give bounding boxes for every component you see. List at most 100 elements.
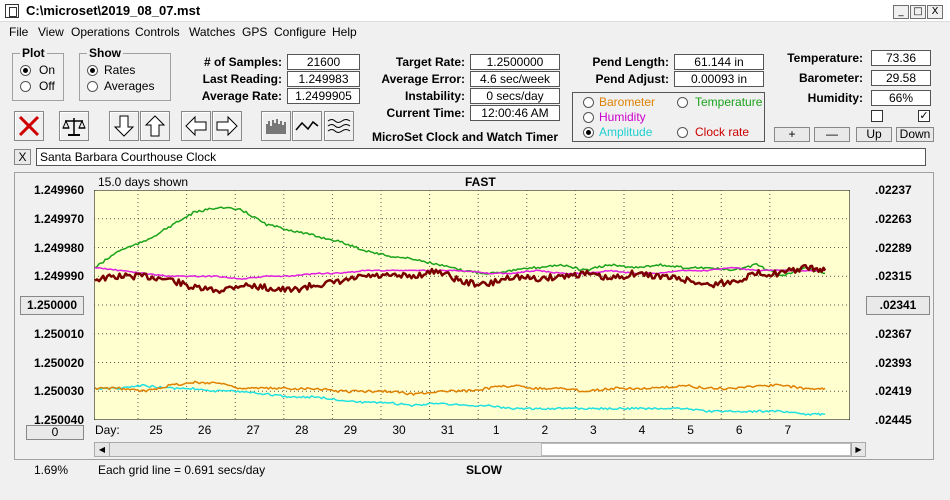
temperature-label: Temperature <box>695 95 763 109</box>
day-tick-label: 1 <box>492 423 500 437</box>
app-icon <box>5 4 19 18</box>
up-button[interactable]: Up <box>856 127 892 142</box>
up-arrow-button[interactable] <box>140 111 170 141</box>
temperature-reading-label: Temperature: <box>787 51 863 65</box>
days-shown: 15.0 days shown <box>98 175 189 189</box>
arrow-up-icon <box>144 115 166 137</box>
center-rate-button[interactable]: 1.250000 <box>20 296 84 315</box>
right-tick-label: .02419 <box>875 384 912 399</box>
rate-series-line <box>94 263 827 295</box>
plot-group-title: Plot <box>20 46 47 60</box>
waves-icon <box>327 119 351 133</box>
plot-on-label: On <box>39 63 56 77</box>
right-arrow-button[interactable] <box>212 111 242 141</box>
show-averages-label: Averages <box>104 79 155 93</box>
left-tick-label: 1.249990 <box>33 269 84 284</box>
plus-button[interactable]: + <box>774 127 810 142</box>
fast-label: FAST <box>465 175 496 189</box>
horizontal-scrollbar[interactable]: ◀ ▶ <box>94 442 866 457</box>
menu-view[interactable]: View <box>38 25 64 39</box>
current-time-value: 12:00:46 AM <box>470 105 560 121</box>
average-rate-value: 1.2499905 <box>287 88 360 104</box>
down-arrow-button[interactable] <box>109 111 139 141</box>
minimize-button[interactable]: _ <box>893 5 909 19</box>
temperature-radio[interactable] <box>677 97 688 108</box>
environment-checkbox-2[interactable]: ✓ <box>918 109 930 122</box>
scroll-thumb[interactable] <box>541 443 851 456</box>
target-rate-value: 1.2500000 <box>470 54 560 70</box>
day-tick-label: 4 <box>638 423 646 437</box>
barometer-radio[interactable] <box>583 97 594 108</box>
menu-file[interactable]: File <box>9 25 29 39</box>
left-tick-label: 1.250030 <box>33 384 84 399</box>
right-tick-label: .02367 <box>875 326 912 341</box>
line-graph-icon <box>295 120 319 131</box>
balance-button[interactable] <box>59 111 89 141</box>
bars-view-button[interactable] <box>261 111 291 141</box>
clock-close-button[interactable]: X <box>14 149 31 165</box>
amplitude-series-line <box>94 384 826 416</box>
menu-configure[interactable]: Configure <box>274 25 327 39</box>
menu-gps[interactable]: GPS <box>242 25 268 39</box>
average-rate-label: Average Rate: <box>201 89 282 103</box>
amplitude-radio[interactable] <box>583 127 594 138</box>
average-error-label: Average Error: <box>381 72 465 86</box>
plot-off-label: Off <box>39 79 55 93</box>
line-view-button[interactable] <box>292 111 322 141</box>
left-tick-label: 1.250040 <box>33 413 84 427</box>
title-bar: C:\microset\2019_08_07.mst _ □ X <box>0 0 950 22</box>
minus-button[interactable]: — <box>814 127 850 142</box>
clock-name-input[interactable] <box>36 148 926 166</box>
stop-button[interactable] <box>14 111 44 141</box>
bar-graph-icon <box>266 119 286 134</box>
pend-adjust-value: 0.00093 in <box>674 71 764 87</box>
instability-value: 0 secs/day <box>470 88 560 104</box>
menu-operations[interactable]: Operations <box>71 25 130 39</box>
samples-label: # of Samples: <box>203 55 282 69</box>
arrow-down-icon <box>113 115 135 137</box>
target-rate-label: Target Rate: <box>395 55 465 69</box>
right-scale-button[interactable]: .02341 <box>866 296 930 315</box>
pend-length-label: Pend Length: <box>592 55 669 69</box>
left-tick-label: 1.249980 <box>33 240 84 255</box>
close-button[interactable]: X <box>927 5 943 19</box>
day-tick-label: 27 <box>246 423 260 437</box>
show-averages-radio[interactable] <box>87 81 98 92</box>
average-error-value: 4.6 sec/week <box>470 71 560 87</box>
show-rates-label: Rates <box>104 63 136 77</box>
instability-label: Instability: <box>404 89 465 103</box>
right-tick-label: .02237 <box>875 183 912 197</box>
barometer-reading-label: Barometer: <box>798 71 863 85</box>
day-tick-label: 29 <box>343 423 358 437</box>
humidity-series-line <box>94 266 826 281</box>
scroll-left-icon[interactable]: ◀ <box>95 443 110 456</box>
plot-off-radio[interactable] <box>20 81 31 92</box>
zero-button[interactable]: 0 <box>26 425 84 440</box>
maximize-button[interactable]: □ <box>910 5 926 19</box>
show-group-title: Show <box>87 46 123 60</box>
day-tick-label: 6 <box>735 423 743 437</box>
day-tick-label: 2 <box>541 423 549 437</box>
clock-rate-radio[interactable] <box>677 127 688 138</box>
menu-help[interactable]: Help <box>332 25 357 39</box>
pend-length-value: 61.144 in <box>674 54 764 70</box>
menu-watches[interactable]: Watches <box>189 25 236 39</box>
down-button[interactable]: Down <box>896 127 934 142</box>
barometer-reading-value: 29.58 <box>871 70 931 86</box>
day-label: Day: <box>95 423 120 437</box>
arrow-left-icon <box>185 115 207 137</box>
plot-on-radio[interactable] <box>20 65 31 76</box>
left-arrow-button[interactable] <box>181 111 211 141</box>
day-tick-label: 30 <box>392 423 406 437</box>
plot-background <box>94 190 850 420</box>
environment-checkbox-1[interactable] <box>871 110 883 122</box>
show-rates-radio[interactable] <box>87 65 98 76</box>
red-x-icon <box>18 115 40 137</box>
menu-controls[interactable]: Controls <box>135 25 180 39</box>
day-tick-label: 25 <box>149 423 163 437</box>
scroll-right-icon[interactable]: ▶ <box>851 443 865 456</box>
humidity-radio[interactable] <box>583 112 594 123</box>
grid-note: Each grid line = 0.691 secs/day <box>98 463 266 477</box>
wave-view-button[interactable] <box>324 111 354 141</box>
humidity-reading-value: 66% <box>871 90 931 106</box>
